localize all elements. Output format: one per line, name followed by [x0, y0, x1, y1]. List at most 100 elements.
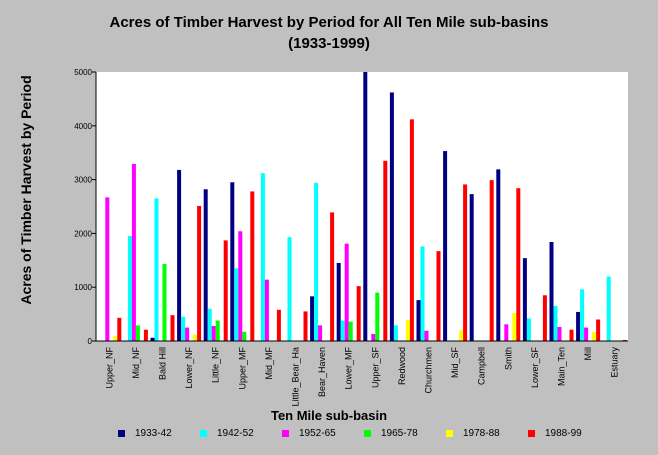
x-axis-label: Ten Mile sub-basin [270, 408, 388, 423]
bar-1942-52-Lower_SF [526, 318, 531, 341]
bar-1933-42-Churchmen [416, 300, 421, 341]
bar-1952-65-Lower_MF [344, 243, 349, 341]
bar-1942-52-Estuary [606, 276, 611, 341]
legend-swatch [446, 430, 453, 437]
legend-item: 1978-88 [446, 428, 528, 439]
legend-label: 1978-88 [463, 428, 500, 439]
x-tick-label: Upper_MF [237, 347, 247, 390]
bar-1965-78-Mid_NF [135, 325, 140, 341]
bar-1933-42-Upper_MF [230, 182, 235, 341]
bar-1988-99-Lower_SF [542, 295, 547, 341]
bar-1988-99-Redwood [409, 119, 414, 342]
bar-1933-42-Campbell [469, 194, 474, 341]
bar-1988-99-Little_NF [223, 240, 228, 341]
y-tick-label: 1000 [74, 283, 92, 292]
x-tick-label: Estuary [610, 347, 620, 378]
legend-item: 1952-65 [282, 428, 364, 439]
legend-label: 1933-42 [135, 428, 172, 439]
x-tick-label: Bear_Haven [317, 347, 327, 397]
bar-1942-52-Lower_MF [340, 320, 345, 341]
bar-1942-52-Mid_MF [260, 173, 265, 341]
bar-1952-65-Churchmen [424, 330, 429, 341]
legend-swatch [118, 430, 125, 437]
bar-1988-99-Lower_NF [197, 205, 202, 341]
bar-1933-42-Bear_Haven [310, 296, 315, 341]
bar-1942-52-Redwood [393, 325, 398, 341]
x-tick-label: Little_Bear_Ha [291, 347, 301, 407]
bar-1978-88-Lower_NF [193, 334, 198, 341]
legend-item: 1988-99 [528, 428, 610, 439]
legend-swatch [364, 430, 371, 437]
bar-1988-99-Mid_MF [276, 309, 281, 341]
bar-1933-42-Lower_NF [177, 169, 182, 341]
x-tick-label: Mid_MF [264, 347, 274, 380]
y-tick-label: 2000 [74, 229, 92, 238]
bar-1988-99-Smith [516, 188, 521, 341]
bar-1965-78-Little_NF [215, 320, 220, 341]
bar-1988-99-Upper_SF [383, 160, 388, 341]
bar-1952-65-Mid_MF [264, 279, 269, 341]
bar-1988-99-Mid_SF [463, 184, 468, 341]
bar-1952-65-Upper_SF [371, 334, 376, 341]
bar-1933-42-Lower_MF [336, 262, 341, 341]
bar-1952-65-Upper_NF [105, 197, 110, 341]
bar-1952-65-Bear_Haven [318, 325, 323, 341]
chart-subtitle: (1933-1999) [288, 35, 370, 52]
legend-label: 1965-78 [381, 428, 418, 439]
bar-1952-65-Smith [504, 324, 509, 341]
x-tick-label: Mid_SF [450, 347, 460, 379]
bar-1933-42-Main_Ten [549, 242, 554, 341]
legend-swatch [282, 430, 289, 437]
bar-1988-99-Mill [596, 319, 601, 341]
bar-1988-99-Lower_MF [356, 286, 361, 341]
legend-swatch [200, 430, 207, 437]
bar-1952-65-Upper_MF [238, 231, 243, 341]
bar-1942-52-Mid_NF [127, 236, 132, 341]
y-tick-label: 0 [88, 337, 93, 346]
bar-1942-52-Main_Ten [553, 306, 558, 341]
x-tick-label: Main_Ten [557, 347, 567, 386]
bar-1933-42-Lower_SF [522, 258, 527, 341]
legend-swatch [528, 430, 535, 437]
legend-item: 1965-78 [364, 428, 446, 439]
bar-1933-42-Mill [576, 311, 581, 341]
legend-item: 1942-52 [200, 428, 282, 439]
bar-1942-52-Little_NF [207, 308, 212, 341]
x-tick-label: Lower_SF [530, 347, 540, 389]
bar-1933-42-Redwood [389, 92, 394, 341]
bar-1965-78-Lower_MF [348, 321, 353, 341]
bar-1978-88-Redwood [405, 320, 410, 341]
legend-label: 1942-52 [217, 428, 254, 439]
bar-1988-99-Upper_NF [117, 317, 122, 341]
bar-1933-42-Smith [496, 169, 501, 341]
bar-1978-88-Mid_SF [459, 330, 464, 341]
legend-label: 1952-65 [299, 428, 336, 439]
x-tick-label: Bald Hill [158, 347, 168, 380]
x-tick-label: Mill [583, 347, 593, 361]
bar-1933-42-Upper_SF [363, 72, 368, 341]
bar-1942-52-Bear_Haven [314, 182, 319, 341]
y-tick-label: 4000 [74, 122, 92, 131]
x-tick-label: Redwood [397, 347, 407, 385]
x-tick-label: Churchmen [424, 347, 434, 394]
bar-1988-99-Mid_NF [143, 329, 148, 341]
bar-1952-65-Little_NF [211, 325, 216, 341]
chart-title: Acres of Timber Harvest by Period for Al… [109, 14, 549, 31]
x-tick-label: Lower_MF [344, 347, 354, 390]
bar-1988-99-Little_Bear_Ha [303, 311, 308, 341]
bar-1933-42-Little_NF [203, 189, 208, 341]
bar-1942-52-Upper_MF [234, 268, 239, 341]
legend-item: 1933-42 [118, 428, 200, 439]
x-tick-label: Mid_NF [131, 347, 141, 379]
bar-1942-52-Mill [580, 289, 585, 341]
bar-1933-42-Mid_SF [443, 151, 448, 341]
x-tick-label: Smith [503, 347, 513, 370]
bar-1988-99-Bear_Haven [330, 212, 335, 341]
bar-1942-52-Lower_NF [181, 316, 186, 341]
bar-1988-99-Estuary [622, 339, 627, 341]
bar-1988-99-Churchmen [436, 251, 441, 341]
legend-label: 1988-99 [545, 428, 582, 439]
bar-1942-52-Bald Hill [154, 198, 159, 341]
bar-1952-65-Mill [584, 327, 589, 341]
